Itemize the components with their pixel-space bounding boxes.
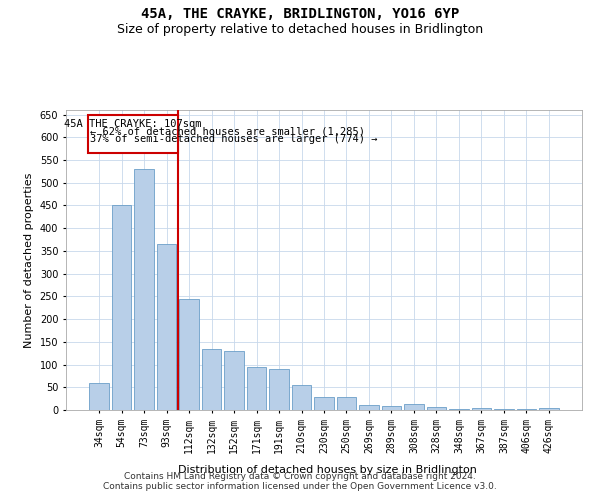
Bar <box>269 369 289 410</box>
Text: Contains public sector information licensed under the Open Government Licence v3: Contains public sector information licen… <box>103 482 497 491</box>
Text: 45A THE CRAYKE: 107sqm: 45A THE CRAYKE: 107sqm <box>64 119 202 129</box>
Bar <box>494 408 514 410</box>
Text: ← 62% of detached houses are smaller (1,285): ← 62% of detached houses are smaller (1,… <box>90 126 365 136</box>
Text: Contains HM Land Registry data © Crown copyright and database right 2024.: Contains HM Land Registry data © Crown c… <box>124 472 476 481</box>
Bar <box>202 348 221 410</box>
Bar <box>112 206 131 410</box>
Bar <box>472 408 491 410</box>
Bar <box>337 398 356 410</box>
Bar <box>404 404 424 410</box>
Bar <box>449 408 469 410</box>
Bar <box>517 408 536 410</box>
Bar <box>359 406 379 410</box>
Bar <box>314 398 334 410</box>
Bar <box>539 408 559 410</box>
Text: 45A, THE CRAYKE, BRIDLINGTON, YO16 6YP: 45A, THE CRAYKE, BRIDLINGTON, YO16 6YP <box>141 8 459 22</box>
Text: Size of property relative to detached houses in Bridlington: Size of property relative to detached ho… <box>117 22 483 36</box>
Bar <box>179 298 199 410</box>
Text: 37% of semi-detached houses are larger (774) →: 37% of semi-detached houses are larger (… <box>90 134 377 143</box>
Bar <box>89 382 109 410</box>
Bar <box>88 116 178 153</box>
Bar <box>134 169 154 410</box>
Bar <box>247 367 266 410</box>
Y-axis label: Number of detached properties: Number of detached properties <box>24 172 34 348</box>
Text: Distribution of detached houses by size in Bridlington: Distribution of detached houses by size … <box>178 465 476 475</box>
Bar <box>157 244 176 410</box>
Bar <box>224 351 244 410</box>
Bar <box>292 385 311 410</box>
Bar <box>427 408 446 410</box>
Bar <box>382 406 401 410</box>
